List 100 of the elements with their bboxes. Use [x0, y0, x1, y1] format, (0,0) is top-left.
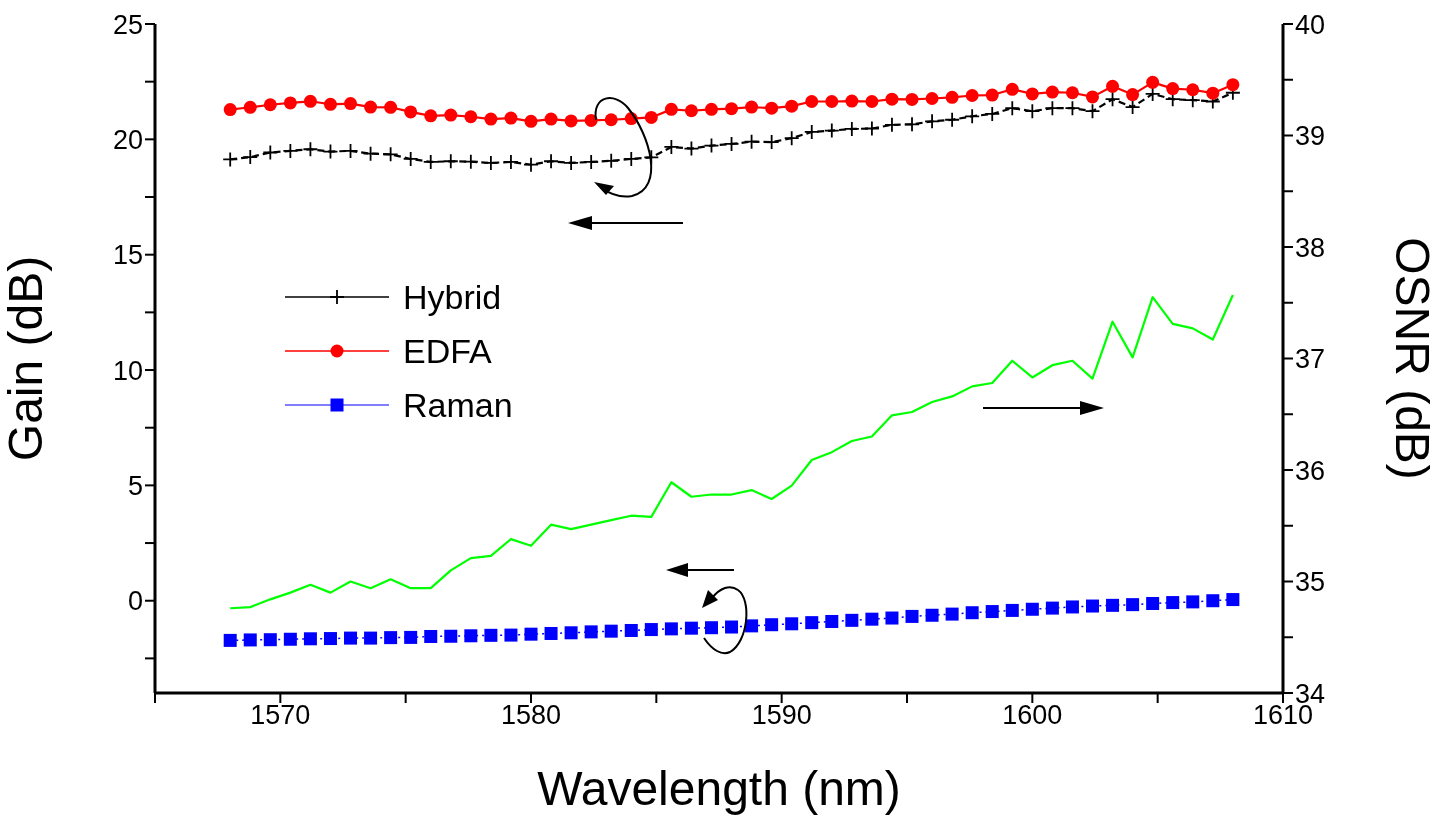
point — [1025, 87, 1039, 101]
point — [1166, 596, 1180, 610]
point — [865, 95, 879, 109]
y-axis-title: Gain (dB) — [0, 255, 53, 462]
point — [624, 623, 638, 637]
point — [564, 114, 578, 128]
point — [422, 154, 439, 170]
point — [583, 154, 600, 170]
point — [1024, 103, 1041, 120]
point — [825, 95, 839, 109]
point — [884, 116, 900, 133]
point — [504, 111, 518, 125]
point — [825, 614, 839, 628]
point — [523, 156, 539, 173]
point — [785, 617, 799, 631]
point — [704, 621, 718, 635]
point — [765, 618, 779, 632]
point — [464, 110, 478, 124]
point — [503, 154, 519, 170]
point — [384, 631, 398, 645]
point — [905, 609, 919, 623]
point — [864, 120, 880, 137]
point — [1226, 78, 1240, 92]
point — [543, 153, 559, 170]
point — [965, 89, 979, 103]
legend-label: Raman — [403, 385, 513, 425]
point — [223, 103, 237, 117]
y2-tick-label: 40 — [1295, 9, 1326, 40]
point — [843, 121, 860, 137]
point — [945, 607, 959, 621]
point — [544, 112, 558, 126]
point — [1186, 595, 1200, 609]
point — [925, 92, 939, 106]
point — [845, 94, 859, 108]
point — [462, 153, 479, 170]
point — [725, 102, 739, 116]
x-tick-label: 1580 — [500, 700, 562, 731]
point — [1146, 596, 1160, 610]
point — [1064, 100, 1081, 117]
point — [364, 631, 378, 645]
point — [364, 100, 378, 114]
x-tick-label: 1600 — [1002, 700, 1063, 731]
point — [703, 137, 720, 154]
point — [683, 140, 700, 157]
point — [1065, 86, 1079, 100]
point — [303, 94, 317, 108]
y-tick-label: 0 — [127, 586, 143, 617]
point — [925, 608, 939, 622]
point — [945, 90, 959, 104]
point — [424, 109, 438, 123]
y-tick-label: 20 — [112, 124, 143, 155]
point — [805, 616, 819, 630]
point — [283, 632, 297, 646]
point — [1144, 86, 1161, 102]
y2-tick-label: 36 — [1295, 455, 1326, 486]
point — [223, 633, 237, 647]
point — [1104, 91, 1121, 108]
point — [484, 112, 498, 126]
point — [783, 130, 800, 147]
point — [1186, 83, 1200, 97]
point — [823, 122, 840, 139]
point — [323, 97, 337, 111]
point — [1005, 82, 1019, 96]
point — [924, 113, 940, 130]
point — [1005, 603, 1019, 617]
point — [904, 116, 920, 133]
point — [725, 620, 739, 634]
y2-tick-label: 37 — [1295, 344, 1326, 375]
point — [484, 628, 498, 642]
point — [524, 114, 538, 128]
point — [1226, 593, 1240, 607]
point — [1045, 85, 1059, 99]
legend-label: EDFA — [403, 331, 492, 371]
point — [944, 111, 961, 128]
point — [404, 105, 418, 119]
point — [644, 110, 658, 124]
point — [723, 136, 740, 152]
x-tick-label: 1570 — [250, 700, 311, 731]
point — [282, 142, 299, 159]
point — [584, 625, 598, 639]
point — [745, 619, 759, 633]
point — [303, 632, 317, 646]
point — [785, 99, 799, 113]
point — [985, 88, 999, 102]
point — [424, 629, 438, 643]
point — [604, 624, 618, 638]
point — [342, 142, 359, 159]
point — [382, 146, 399, 163]
point — [1126, 88, 1140, 102]
point — [1124, 99, 1141, 115]
point — [563, 154, 580, 171]
point — [1085, 90, 1099, 104]
y-tick-label: 25 — [112, 9, 143, 40]
point — [664, 102, 678, 116]
point — [1084, 103, 1101, 120]
point — [243, 100, 257, 114]
point — [743, 133, 760, 150]
point — [805, 95, 819, 109]
point — [1166, 82, 1180, 96]
point — [302, 141, 319, 158]
